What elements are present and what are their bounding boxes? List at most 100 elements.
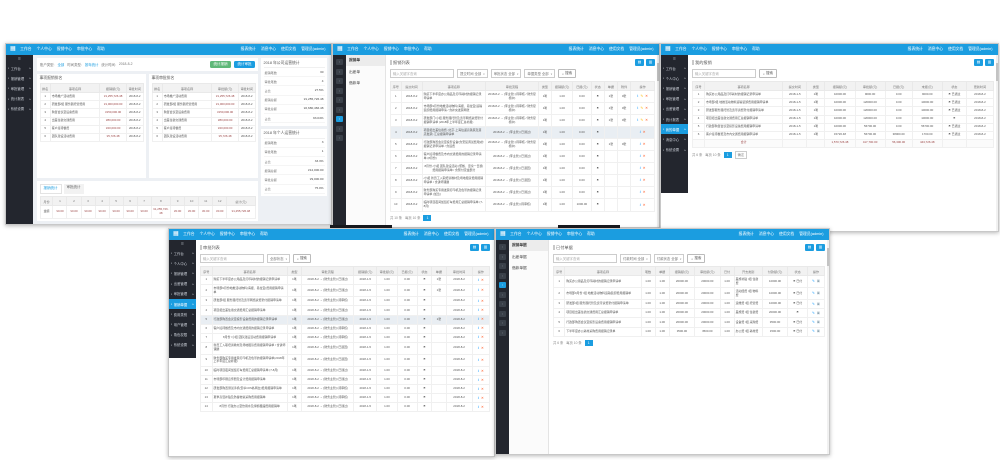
fullscreen-button[interactable]: ▥ [481, 244, 490, 251]
table-row[interactable]: 5 行政部购置会议室投影设备费用报销申请单 1.00 1.00 20000.00 2000… [552, 317, 826, 328]
table-row[interactable]: 6 客户接待餐费及市内交通费用报销申请单 2018-1-5 1笔 15726.48 567… [691, 130, 995, 140]
scrollbar[interactable] [826, 240, 829, 454]
table-row[interactable]: 5 客户接待餐费 ¥20,000.00 2018-8-2 [151, 124, 256, 134]
nav-item[interactable]: 个人中心 [690, 47, 708, 52]
sidebar-item[interactable]: ▪ 出差管理 ▸ [169, 279, 196, 289]
scrollbar-thumb[interactable] [826, 248, 829, 266]
table-row[interactable]: 2 研发部/组 服务器托管费用 ¥1,000,000.00 2018-8-2 [39, 100, 144, 110]
nav-item[interactable]: 帮助 [259, 232, 270, 237]
app-logo-icon[interactable]: ▦ [500, 231, 506, 237]
table-row[interactable]: 8 2018-8-2/小组 新员工入职培训教材及场地租赁费用报销申请单 / 含讲师… [390, 174, 655, 188]
search-input[interactable]: 输入关键字查询 [692, 69, 756, 78]
download-icon[interactable]: ⭳ [477, 326, 479, 331]
table-row[interactable]: 金额 ¥0.00 ¥0.00 ¥0.00 ¥0.00 ¥0.00 ¥0.00 ¥0.00 ¥1,… [39, 205, 256, 219]
table-row[interactable]: 4 2018-8-2 项目组出差住宿费 (北京-上海往返高铁票及酒店发票) 汇总报销… [390, 126, 655, 140]
nav-item[interactable]: 管理员(admin) [628, 47, 655, 52]
sidebar-item[interactable]: ▪ 系统设置 ▸ [661, 145, 688, 155]
delete-icon[interactable]: ✕ [480, 298, 484, 303]
delete-icon[interactable]: ✕ [480, 317, 484, 322]
nav-item[interactable]: 管理员(admin) [300, 47, 327, 52]
table-row[interactable]: 6 团队建设活动费用 ¥5,726.48 2018-8-2 [151, 132, 256, 142]
sidebar-collapse-icon[interactable]: ≡ [181, 241, 184, 247]
submenu-item[interactable]: 出差单 [346, 66, 385, 77]
table-row[interactable]: 9 2018-8-2 财务部购买专用发票打印机及色带的报销记录申请单 (加急) 201… [390, 186, 655, 200]
search-input[interactable]: 输入关键字查询 [200, 254, 264, 263]
delete-icon[interactable]: ✕ [645, 94, 649, 99]
fullscreen-button[interactable]: ▥ [646, 59, 655, 66]
app-logo-icon[interactable]: ▦ [10, 46, 16, 52]
search-button[interactable]: ⌕ 搜索 [759, 69, 777, 78]
table-row[interactable]: 1 市场推广活动费用 ¥1,255,726.48 2018-8-2 [151, 92, 256, 102]
download-icon[interactable]: ⭳ [477, 308, 479, 313]
nav-item[interactable]: 使用文档 [280, 47, 298, 52]
sidebar-module-icon[interactable]: ▫ [336, 116, 343, 122]
delete-icon[interactable]: ✕ [645, 118, 649, 123]
sidebar-item[interactable]: ▪ 审批管理 ▸ [169, 289, 196, 299]
nav-item[interactable]: 报表统计 [737, 232, 755, 237]
nav-item[interactable]: 报销中心 [710, 47, 728, 52]
delete-icon[interactable]: ✕ [480, 277, 484, 282]
search-button[interactable]: ⌕ 搜索 [292, 254, 311, 263]
sidebar-module-icon[interactable]: ▫ [499, 244, 506, 250]
delete-icon[interactable]: ✕ [642, 154, 646, 159]
table-row[interactable]: 6 下半年度办公耗材采购费用报销记录单 1.00 1.00 3500.00 3500.00… [552, 326, 826, 337]
pagination-confirm-button[interactable]: 确定 [734, 150, 748, 159]
edit-icon[interactable]: ✎ [640, 106, 644, 111]
download-icon[interactable]: ⭳ [637, 118, 639, 123]
table-row[interactable]: 13 夏季高温补贴及防暑物资采购费用报销单 1笔 2018-8-2 → [财务主管] … [200, 393, 491, 404]
edit-icon[interactable]: ✎ [811, 279, 815, 284]
download-icon[interactable]: ⭳ [477, 377, 479, 382]
nav-item[interactable]: 报销中心 [218, 232, 236, 237]
delete-icon[interactable]: ✕ [480, 368, 484, 373]
table-row[interactable]: 9 财务部购买专用发票打印机及色带的报销申请单(2018年上半年度汇总补报) 1笔 2… [200, 353, 491, 367]
download-icon[interactable]: ⭳ [477, 317, 479, 322]
filter-select[interactable]: 付款时间 全部 ▾ [620, 254, 651, 263]
delete-icon[interactable]: ✕ [480, 288, 484, 293]
nav-item[interactable]: 报销中心 [545, 232, 563, 237]
nav-item[interactable]: 管理员(admin) [463, 232, 490, 237]
nav-item[interactable]: 消息中心 [926, 47, 944, 52]
delete-icon[interactable]: ✕ [642, 202, 646, 207]
sidebar-item[interactable]: ▪ 用户管理 ▸ [169, 319, 196, 329]
download-icon[interactable]: ⭳ [477, 335, 479, 340]
app-logo-icon[interactable]: ▦ [173, 231, 179, 237]
nav-item[interactable]: 审批中心 [565, 232, 583, 237]
sidebar-module-icon[interactable]: ▫ [336, 68, 343, 75]
table-row[interactable]: 1 购买办公用品及打印耗材的报销记录申请单 1.00 1.00 20000.00 2000… [552, 275, 826, 289]
nav-item[interactable]: 报表统计 [402, 232, 420, 237]
sidebar-module-icon[interactable]: ▫ [499, 329, 506, 336]
copy-icon[interactable]: ▣ [816, 279, 821, 284]
sidebar-item[interactable]: ▪ 个人中心 ▸ [169, 258, 196, 268]
nav-item[interactable]: 消息中心 [422, 232, 440, 237]
filter-select[interactable]: 单据类型 全部 ▾ [524, 69, 556, 78]
table-row[interactable]: 12 研发部购置测试手机(安卓/iOS各两台)费用报销申请单 1笔 2018-8-2 … [200, 384, 491, 395]
table-row[interactable]: 4 出差住宿交通费用 ¥80,000.00 2018-8-2 [151, 116, 256, 126]
sidebar-item[interactable]: ▪ 报销单据 ▸ [169, 298, 196, 310]
search-button[interactable]: ⌕ 搜索 [687, 254, 706, 263]
table-row[interactable]: 5 行政部购置会议室投影设备费用报销申请单 2018-1-5 1笔 10000.00 56… [691, 122, 995, 132]
nav-item[interactable]: 使用文档 [608, 47, 626, 52]
download-icon[interactable]: ⭳ [639, 142, 641, 147]
download-icon[interactable]: ⭳ [477, 288, 479, 293]
download-icon[interactable]: ⭳ [477, 357, 479, 362]
submenu-item[interactable]: 借款单 [346, 78, 385, 89]
delete-icon[interactable]: ✕ [480, 395, 484, 400]
sidebar-item[interactable]: ▪ 工作台 ▸ [6, 63, 33, 73]
submenu-item[interactable]: 报销单 [346, 55, 385, 67]
edit-icon[interactable]: ✎ [811, 310, 815, 315]
nav-item[interactable]: 帮助 [96, 47, 107, 52]
sidebar-module-icon[interactable]: ▫ [336, 78, 343, 84]
scrollbar[interactable] [656, 55, 659, 227]
table-row[interactable]: 1 购买下半年度办公用品及打印耗材的报销记录申请单 1笔 2018-8-2 → [财务… [200, 275, 491, 286]
sidebar-item[interactable]: ▪ 系统设置 ▸ [6, 104, 33, 114]
table-row[interactable]: 3 研发部/组 服务器托管及宽带资费垫付报销申请单 1.00 1.00 20000.00… [552, 299, 826, 310]
table-row[interactable]: 3 研发部服务器托管及宽带资费垫付报销申请单 2018-1-5 1笔 10000.00 1… [691, 106, 995, 116]
edit-icon[interactable]: ✎ [811, 301, 815, 306]
nav-item[interactable]: 使用文档 [947, 47, 965, 52]
submenu-item[interactable]: 报销单据 [509, 240, 548, 252]
edit-icon[interactable]: ✎ [640, 94, 644, 99]
table-row[interactable]: 10 2018-8-2 临时项目夜间加班打车费用汇总报销申请单 (7-8月) 2018… [390, 198, 655, 212]
nav-item[interactable]: 工作台 [346, 47, 360, 52]
nav-item[interactable]: 报销中心 [382, 47, 400, 52]
sidebar-item[interactable]: ▪ 工作台 ▸ [661, 63, 688, 73]
